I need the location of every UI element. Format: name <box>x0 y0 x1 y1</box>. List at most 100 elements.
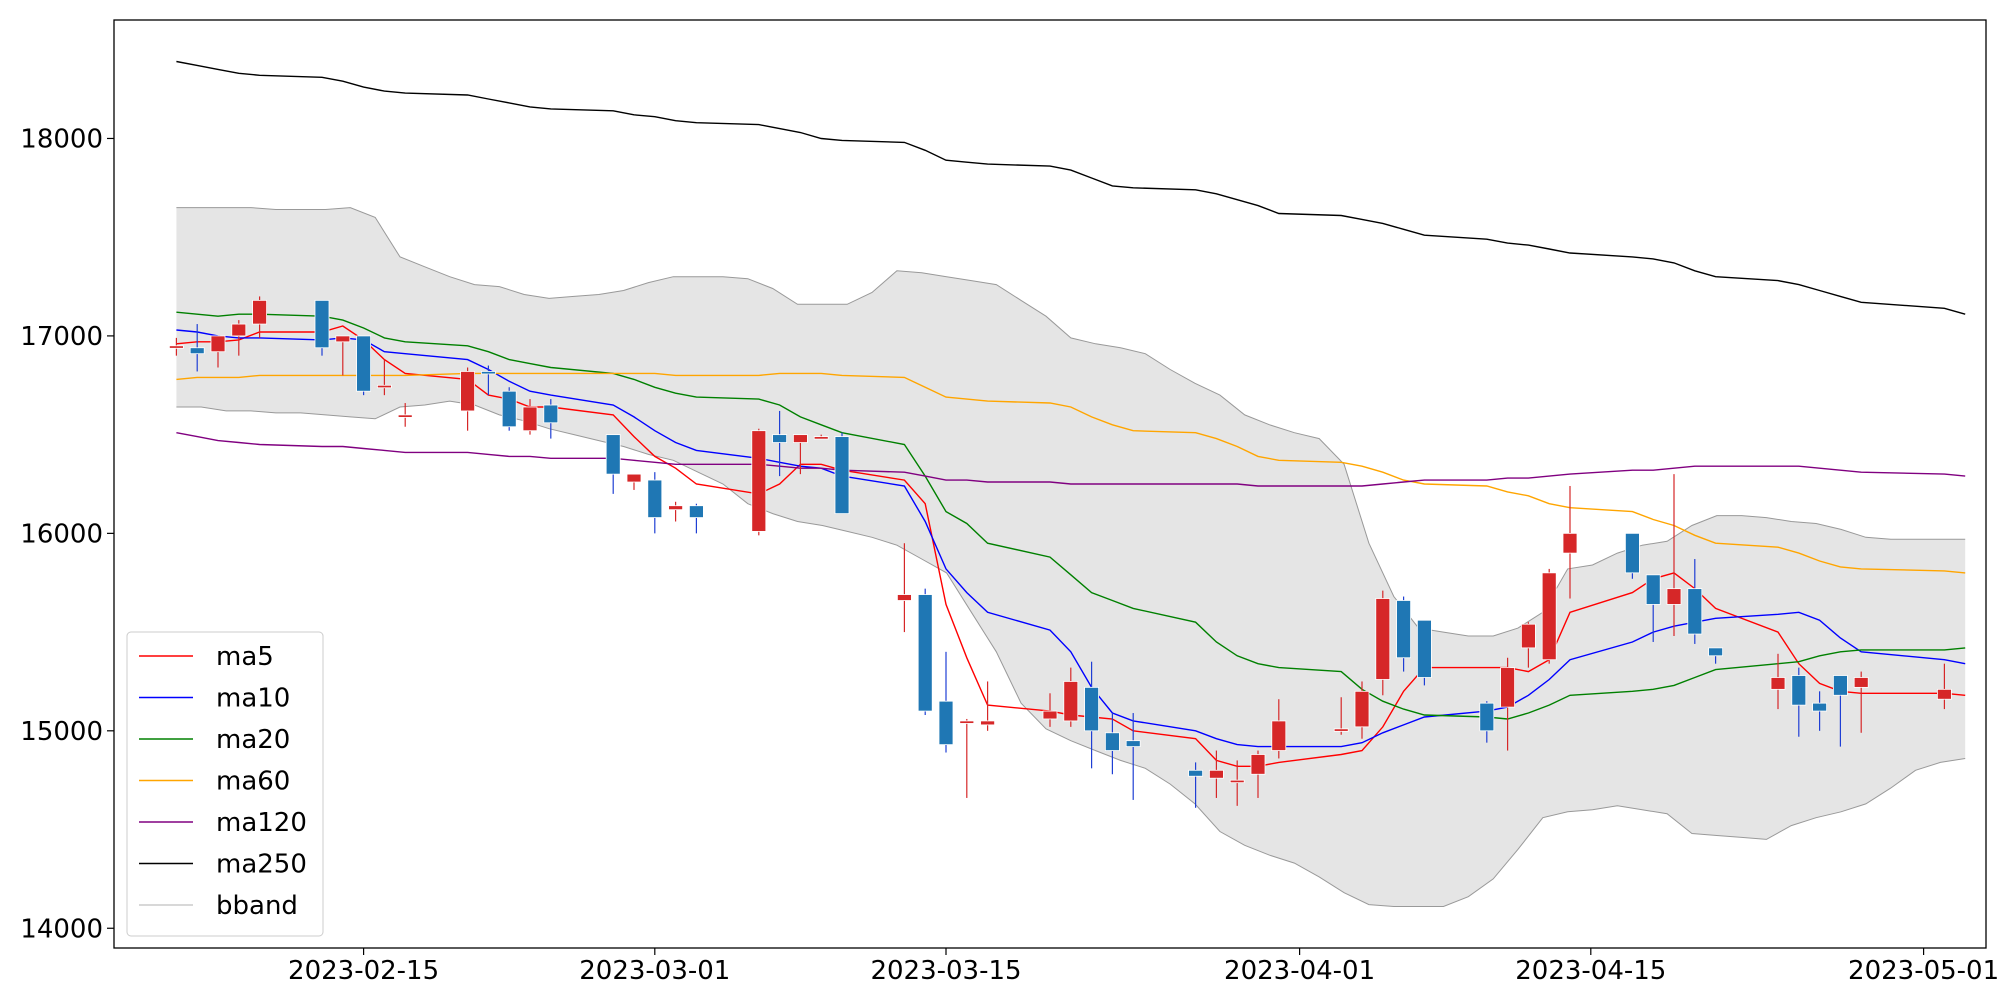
candle-2023-03-20 <box>1042 693 1058 727</box>
legend-label-ma20: ma20 <box>216 725 290 755</box>
candle-2023-04-19 <box>1666 474 1682 637</box>
candle-body <box>335 335 351 343</box>
candle-2023-02-28 <box>626 473 642 490</box>
bband-fill <box>176 207 1966 907</box>
candle-2023-03-16 <box>959 718 975 798</box>
candle-body <box>689 505 704 518</box>
candle-2023-02-23 <box>522 399 538 435</box>
candle-body <box>751 430 767 532</box>
legend-label-ma5: ma5 <box>216 642 274 672</box>
candle-body <box>1521 623 1536 649</box>
candle-body <box>210 335 226 353</box>
candle-body <box>397 414 413 418</box>
candle-body <box>1354 690 1370 728</box>
x-tick-label: 2023-05-01 <box>1848 956 1999 986</box>
candle-2023-04-10 <box>1479 701 1495 743</box>
y-tick-label: 16000 <box>20 519 103 549</box>
candle-2023-05-02 <box>1937 663 1952 710</box>
y-tick-label: 14000 <box>20 914 103 944</box>
candle-2023-03-03 <box>689 503 704 534</box>
candle-2023-03-14 <box>917 588 933 716</box>
candle-2023-04-26 <box>1812 691 1827 731</box>
candle-2023-04-13 <box>1541 568 1557 664</box>
candle-body <box>980 720 995 726</box>
candle-body <box>376 384 392 389</box>
candle-body <box>772 434 787 443</box>
candle-2023-02-08 <box>210 335 226 368</box>
candle-body <box>605 434 621 475</box>
candle-body <box>1042 710 1058 720</box>
candle-body <box>1708 647 1723 657</box>
candle-body <box>168 345 184 349</box>
candle-body <box>189 347 205 355</box>
candle-body <box>1812 702 1827 712</box>
candle-2023-03-15 <box>938 651 954 753</box>
candle-body <box>1770 677 1786 690</box>
legend-box <box>126 631 324 937</box>
candle-2023-02-15 <box>356 335 372 396</box>
candle-body <box>252 299 268 325</box>
candle-body <box>1105 732 1120 751</box>
candle-body <box>480 371 496 375</box>
plot-frame <box>113 19 1987 949</box>
candle-2023-04-24 <box>1770 653 1786 710</box>
candle-body <box>543 404 559 424</box>
legend-label-ma10: ma10 <box>216 684 290 714</box>
candle-body <box>1625 532 1640 574</box>
x-axis: 2023-02-15 2023-03-01 2023-03-15 2023-04-01… <box>288 948 1999 986</box>
bband-upper-line <box>176 207 1966 637</box>
candle-2023-02-21 <box>480 365 496 396</box>
candle-2023-02-10 <box>252 296 268 338</box>
candle-body <box>938 700 954 746</box>
candle-body <box>897 594 912 601</box>
candle-2023-04-12 <box>1521 622 1536 668</box>
candle-2023-04-14 <box>1562 485 1578 599</box>
candle-2023-03-21 <box>1063 667 1079 727</box>
candle-2023-03-30 <box>1250 750 1266 798</box>
candle-2023-02-07 <box>189 324 205 372</box>
series-line-ma10 <box>176 329 1966 748</box>
y-tick-label: 18000 <box>20 124 103 154</box>
legend-label-bband: bband <box>216 891 298 921</box>
candle-body <box>1209 769 1224 779</box>
candle-2023-03-22 <box>1084 661 1099 769</box>
candle-2023-04-05 <box>1375 590 1391 696</box>
series-line-ma120 <box>176 432 1966 487</box>
candle-2023-03-29 <box>1229 760 1245 806</box>
candle-body <box>917 594 933 712</box>
candle-2023-02-09 <box>231 320 247 356</box>
x-tick-label: 2023-03-15 <box>870 956 1021 986</box>
candle-body <box>1333 728 1349 732</box>
candle-2023-02-20 <box>460 367 476 431</box>
candle-2023-03-07 <box>772 410 787 477</box>
candle-body <box>1666 588 1682 605</box>
candle-2023-04-07 <box>1417 619 1432 686</box>
candle-2023-04-17 <box>1625 532 1640 579</box>
candle-body <box>1375 598 1391 680</box>
y-tick-label: 15000 <box>20 717 103 747</box>
candle-2023-02-24 <box>543 399 559 439</box>
series-line-ma250 <box>176 60 1966 315</box>
candle-2023-02-14 <box>335 335 351 376</box>
candle-body <box>1833 675 1848 696</box>
candle-2023-03-10 <box>834 432 850 515</box>
candle-2023-04-27 <box>1833 675 1848 747</box>
candle-body <box>1063 681 1079 722</box>
candle-body <box>1853 677 1869 688</box>
candle-body <box>834 436 850 515</box>
candle-2023-02-22 <box>501 387 517 431</box>
candle-body <box>314 299 330 349</box>
legend-label-ma120: ma120 <box>216 808 307 838</box>
candle-body <box>460 371 476 412</box>
candle-body <box>522 406 538 432</box>
candle-2023-03-27 <box>1188 762 1203 808</box>
candle-2023-03-28 <box>1209 750 1224 798</box>
candle-2023-02-27 <box>605 434 621 494</box>
candle-2023-03-01 <box>647 472 663 534</box>
candle-2023-03-13 <box>897 543 912 633</box>
candle-body <box>231 323 247 337</box>
y-axis: 14000 15000 16000 17000 18000 <box>20 124 114 944</box>
candle-body <box>1396 600 1411 659</box>
candle-2023-04-18 <box>1645 574 1661 642</box>
candle-2023-03-17 <box>980 681 995 731</box>
